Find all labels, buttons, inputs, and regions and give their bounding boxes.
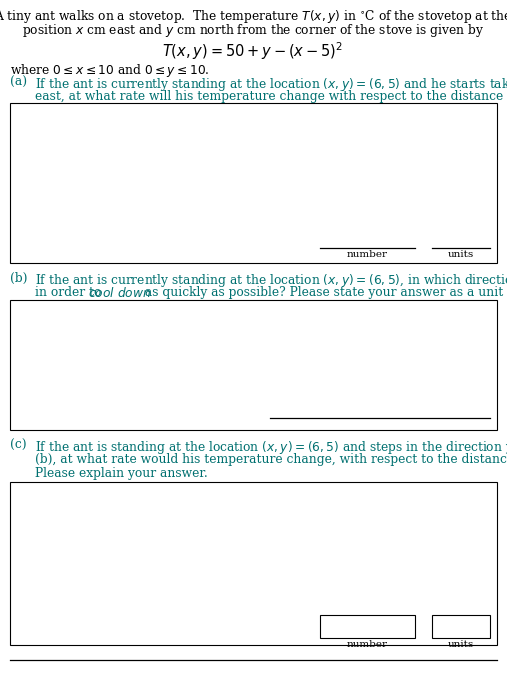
Bar — [320, 615, 415, 638]
Bar — [10, 300, 497, 430]
Text: If the ant is standing at the location $(x, y) = (6, 5)$ and steps in the direct: If the ant is standing at the location $… — [35, 439, 507, 456]
Text: (b), at what rate would his temperature change, with respect to the distance he : (b), at what rate would his temperature … — [35, 453, 507, 466]
Bar — [10, 103, 497, 263]
Text: If the ant is currently standing at the location $(x, y) = (6, 5)$, in which dir: If the ant is currently standing at the … — [35, 272, 507, 289]
Text: $\mathit{cool\ down}$: $\mathit{cool\ down}$ — [88, 286, 151, 300]
Text: in order to: in order to — [35, 286, 105, 299]
Text: units: units — [448, 250, 474, 259]
Text: A tiny ant walks on a stovetop.  The temperature $T(x, y)$ in $^{\circ}$C of the: A tiny ant walks on a stovetop. The temp… — [0, 8, 507, 25]
Text: Please explain your answer.: Please explain your answer. — [35, 467, 208, 480]
Text: (b): (b) — [10, 272, 27, 285]
Text: number: number — [347, 250, 388, 259]
Text: If the ant is currently standing at the location $(x, y) = (6, 5)$ and he starts: If the ant is currently standing at the … — [35, 76, 507, 93]
Text: $T(x, y) = 50 + y - (x - 5)^2$: $T(x, y) = 50 + y - (x - 5)^2$ — [162, 40, 344, 62]
Text: (a): (a) — [10, 76, 27, 89]
Text: position $x$ cm east and $y$ cm north from the corner of the stove is given by: position $x$ cm east and $y$ cm north fr… — [22, 22, 484, 39]
Text: number: number — [347, 640, 388, 649]
Text: (c): (c) — [10, 439, 27, 452]
Bar — [432, 615, 490, 638]
Text: as quickly as possible? Please state your answer as a unit vector.: as quickly as possible? Please state you… — [141, 286, 507, 299]
Bar — [10, 482, 497, 645]
Text: east, at what rate will his temperature change with respect to the distance he h: east, at what rate will his temperature … — [35, 90, 507, 103]
Text: units: units — [448, 640, 474, 649]
Text: where $0 \leq x \leq 10$ and $0 \leq y \leq 10$.: where $0 \leq x \leq 10$ and $0 \leq y \… — [10, 62, 209, 79]
